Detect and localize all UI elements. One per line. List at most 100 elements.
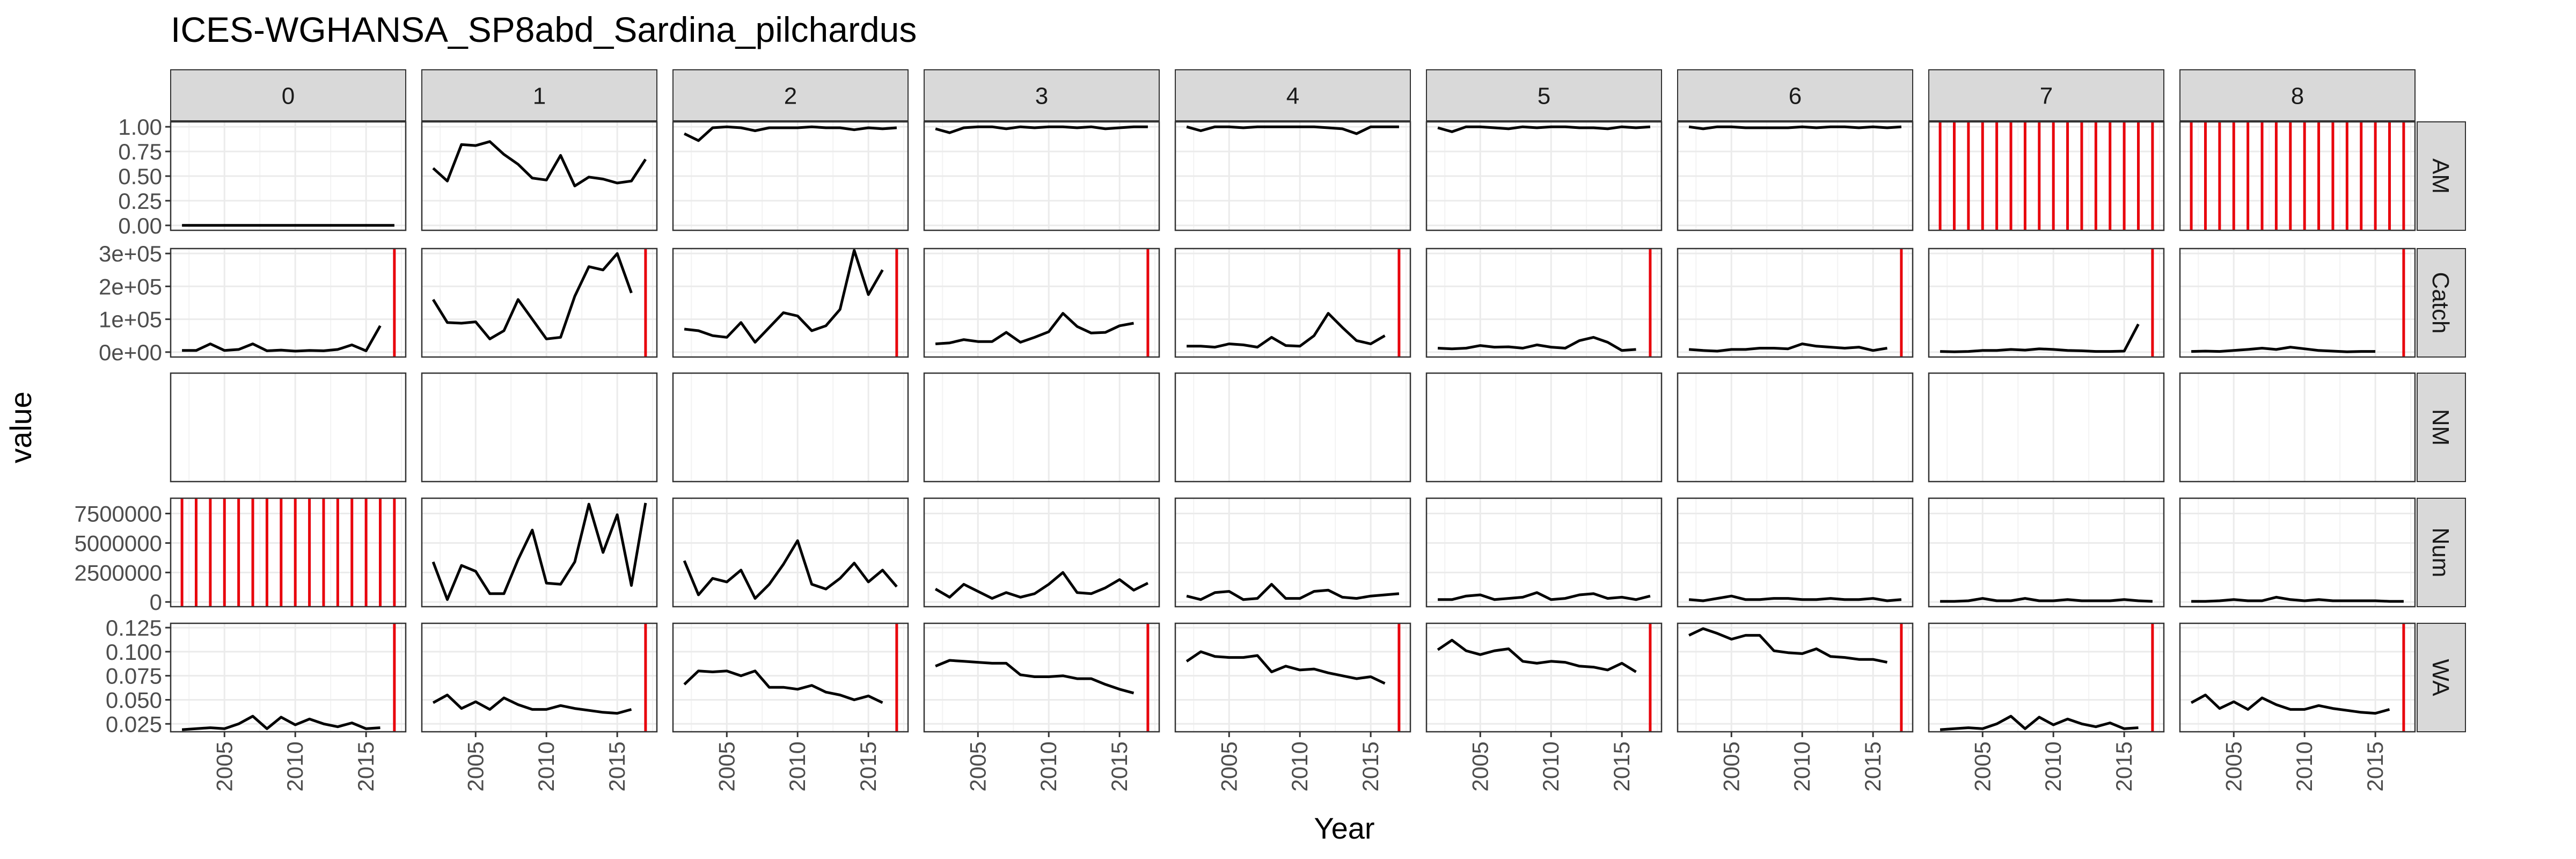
- panel-background: [673, 373, 908, 482]
- x-tick-label: 2005: [1467, 741, 1492, 791]
- panel-background: [1929, 373, 2164, 482]
- series-line: [935, 125, 1148, 134]
- panel-border: [672, 247, 909, 358]
- panel-background: [1426, 498, 1662, 607]
- panel-border: [923, 247, 1160, 358]
- panel-background: [1678, 498, 1913, 607]
- panel-border: [421, 247, 658, 358]
- column-strip: [1928, 69, 2164, 121]
- series-line: [1437, 125, 1651, 133]
- x-tick-label: 2005: [463, 741, 488, 791]
- series-line: [431, 252, 633, 340]
- y-tick-label: 5000000: [74, 530, 162, 556]
- panel-border: [1425, 372, 1663, 483]
- y-tick-label: 0.00: [118, 213, 162, 238]
- panel-background: [1678, 373, 1913, 482]
- panel-border: [672, 121, 909, 231]
- panel-border: [1677, 622, 1914, 733]
- panel-border: [672, 497, 909, 608]
- series-line: [1940, 323, 2140, 353]
- x-tick-label: 2010: [1789, 741, 1814, 791]
- y-tick-label: 0e+00: [99, 340, 162, 365]
- series-line: [1688, 343, 1887, 353]
- panel-background: [171, 498, 406, 607]
- column-strip: [672, 69, 909, 121]
- series-line: [1187, 312, 1386, 349]
- series-line: [432, 140, 647, 187]
- column-strip: [924, 69, 1160, 121]
- panel-border: [2179, 372, 2416, 483]
- panel-background: [422, 373, 657, 482]
- x-tick-label: 2010: [1036, 741, 1061, 791]
- row-strip-label: AM: [2427, 158, 2454, 194]
- panel-border: [1425, 247, 1663, 358]
- series-line: [1940, 715, 2139, 731]
- column-strip: [2179, 69, 2416, 121]
- panel-border: [170, 372, 407, 483]
- column-strip: [421, 69, 657, 121]
- series-line: [934, 571, 1149, 600]
- y-axis-title: value: [4, 391, 38, 463]
- column-strip: [1677, 69, 1913, 121]
- y-tick-label: 0.25: [118, 188, 162, 214]
- series-line: [1688, 627, 1888, 664]
- panel-border: [2179, 497, 2416, 608]
- panel-background: [673, 623, 908, 732]
- row-strip-label: WA: [2427, 659, 2454, 696]
- x-tick-label: 2015: [353, 741, 378, 791]
- series-line: [2191, 595, 2404, 603]
- panel-background: [2180, 249, 2415, 357]
- x-tick-label: 2015: [855, 741, 881, 791]
- row-strip: [2417, 121, 2466, 231]
- series-line: [1688, 125, 1902, 130]
- x-tick-label: 2015: [2362, 741, 2388, 791]
- panel-border: [1174, 121, 1411, 231]
- x-tick-label: 2015: [1609, 741, 1634, 791]
- panel-border: [923, 497, 1160, 608]
- panel-border: [2179, 622, 2416, 733]
- y-tick-label: 3e+05: [99, 241, 162, 266]
- panel-border: [1928, 372, 2165, 483]
- column-strip: [170, 69, 406, 121]
- column-strip-label: 7: [2040, 83, 2053, 110]
- x-tick-label: 2010: [1538, 741, 1563, 791]
- panel-border: [1928, 121, 2165, 231]
- y-tick-label: 0.050: [106, 687, 162, 712]
- panel-background: [1175, 373, 1410, 482]
- panel-background: [1175, 498, 1410, 607]
- x-axis-title: Year: [1314, 811, 1374, 845]
- panel-border: [1425, 497, 1663, 608]
- row-strip: [2417, 248, 2466, 358]
- panel-border: [1174, 247, 1411, 358]
- x-tick-label: 2010: [2292, 741, 2317, 791]
- series-line: [1186, 125, 1399, 135]
- row-strip: [2417, 373, 2466, 482]
- x-tick-label: 2015: [1860, 741, 1885, 791]
- column-strip-label: 0: [282, 83, 295, 110]
- panel-border: [170, 622, 407, 733]
- y-tick-label: 0.100: [106, 639, 162, 665]
- column-strip-label: 8: [2291, 83, 2304, 110]
- chart-title: ICES-WGHANSA_SP8abd_Sardina_pilchardus: [171, 10, 917, 49]
- series-line: [683, 669, 883, 704]
- panel-background: [1426, 373, 1662, 482]
- series-line: [1437, 638, 1637, 673]
- x-tick-label: 2005: [1718, 741, 1744, 791]
- column-strip-label: 1: [533, 83, 546, 110]
- column-strip: [1426, 69, 1662, 121]
- panel-border: [421, 372, 658, 483]
- panel-background: [2180, 373, 2415, 482]
- panel-background: [1426, 623, 1662, 732]
- panel-border: [1928, 497, 2165, 608]
- x-tick-label: 2010: [785, 741, 810, 791]
- series-line: [683, 539, 898, 600]
- column-strip-label: 4: [1286, 83, 1299, 110]
- series-line: [182, 325, 382, 353]
- y-tick-label: 2e+05: [99, 274, 162, 299]
- panel-background: [422, 623, 657, 732]
- x-tick-label: 2010: [282, 741, 308, 791]
- x-tick-label: 2005: [211, 741, 237, 791]
- panel-border: [1677, 372, 1914, 483]
- series-line: [684, 125, 897, 142]
- x-tick-label: 2015: [2111, 741, 2136, 791]
